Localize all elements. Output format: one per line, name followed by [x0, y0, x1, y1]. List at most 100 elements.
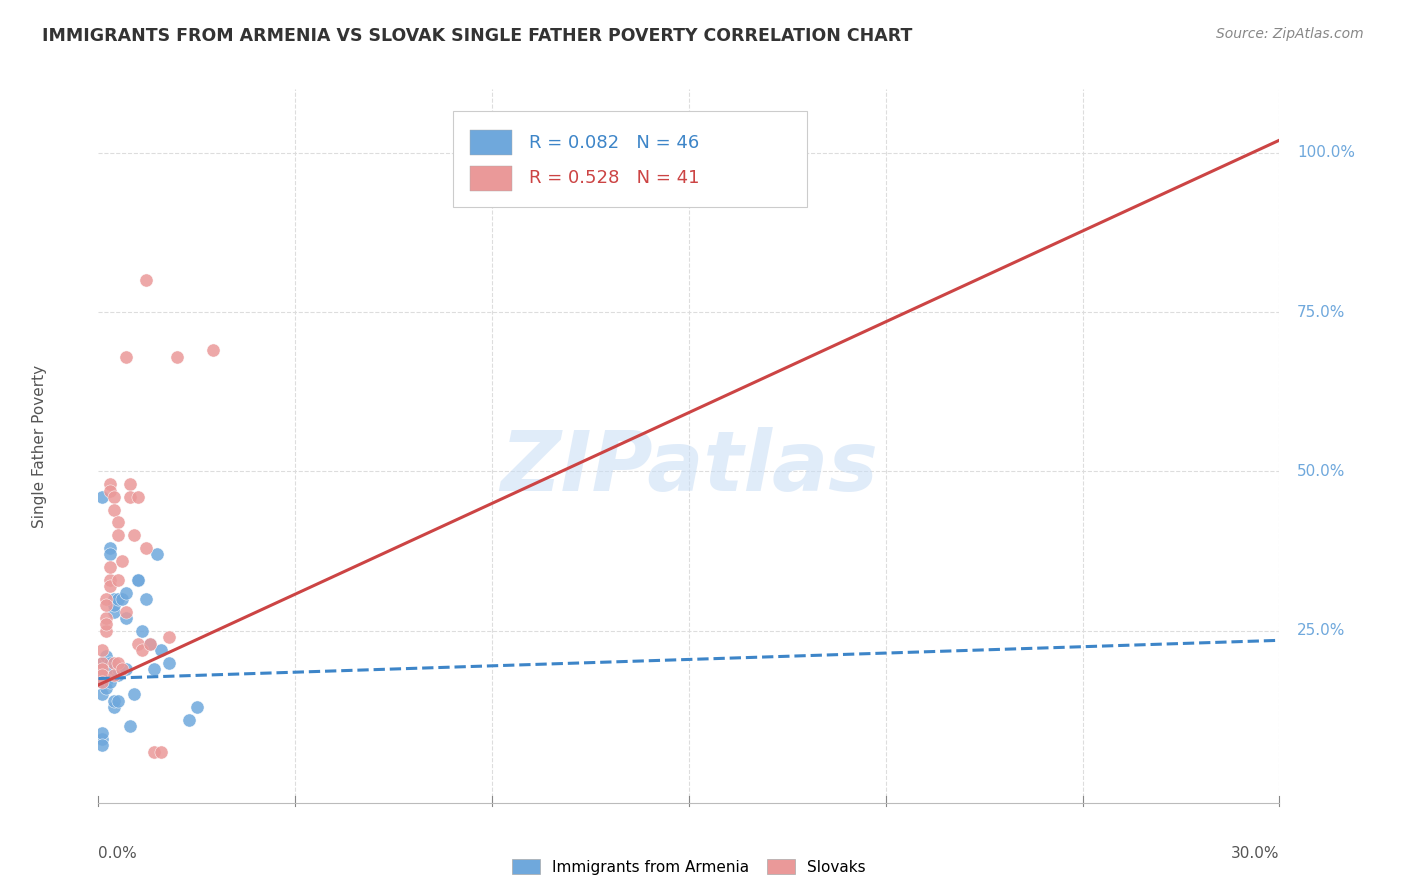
Text: 30.0%: 30.0% [1232, 846, 1279, 861]
Text: Single Father Poverty: Single Father Poverty [32, 365, 46, 527]
Point [131, 624, 153, 638]
FancyBboxPatch shape [471, 166, 512, 191]
Point [96, 624, 118, 638]
Point [103, 605, 125, 619]
Point [103, 700, 125, 714]
Point [201, 343, 224, 358]
Point [96, 649, 118, 664]
Point [103, 662, 125, 676]
Point [98, 579, 121, 593]
Point [96, 681, 118, 695]
Point [127, 636, 149, 650]
Text: 25.0%: 25.0% [1298, 624, 1346, 639]
Point [96, 662, 118, 676]
Point [107, 694, 129, 708]
Point [107, 668, 129, 682]
Point [103, 490, 125, 504]
Point [91, 668, 114, 682]
Point [98, 547, 121, 561]
Point [98, 656, 121, 670]
Point [91, 674, 114, 689]
Point [91, 656, 114, 670]
Text: Source: ZipAtlas.com: Source: ZipAtlas.com [1216, 27, 1364, 41]
Point [138, 636, 160, 650]
Point [91, 725, 114, 739]
Point [115, 605, 138, 619]
Point [96, 611, 118, 625]
Point [186, 700, 208, 714]
Point [146, 547, 169, 561]
Legend: Immigrants from Armenia, Slovaks: Immigrants from Armenia, Slovaks [506, 853, 872, 880]
Point [135, 273, 157, 287]
Point [131, 643, 153, 657]
Point [157, 656, 180, 670]
Point [118, 490, 141, 504]
Point [115, 350, 138, 364]
Point [142, 662, 165, 676]
FancyBboxPatch shape [471, 130, 512, 155]
Point [91, 674, 114, 689]
Point [142, 745, 165, 759]
Point [111, 554, 134, 568]
Point [103, 599, 125, 613]
Point [118, 477, 141, 491]
Point [115, 585, 138, 599]
Point [91, 688, 114, 702]
Point [115, 611, 138, 625]
Point [96, 617, 118, 632]
Point [103, 591, 125, 606]
Point [98, 477, 121, 491]
Text: 100.0%: 100.0% [1298, 145, 1355, 161]
Text: R = 0.082   N = 46: R = 0.082 N = 46 [530, 134, 700, 152]
Point [103, 656, 125, 670]
Point [91, 662, 114, 676]
Point [98, 483, 121, 498]
Point [103, 694, 125, 708]
Point [166, 350, 188, 364]
Point [127, 573, 149, 587]
Point [103, 668, 125, 682]
Point [98, 541, 121, 555]
Text: R = 0.528   N = 41: R = 0.528 N = 41 [530, 169, 700, 187]
Point [91, 490, 114, 504]
Point [98, 560, 121, 574]
Point [111, 591, 134, 606]
Point [127, 490, 149, 504]
Point [96, 599, 118, 613]
Point [96, 674, 118, 689]
Text: IMMIGRANTS FROM ARMENIA VS SLOVAK SINGLE FATHER POVERTY CORRELATION CHART: IMMIGRANTS FROM ARMENIA VS SLOVAK SINGLE… [42, 27, 912, 45]
Point [177, 713, 200, 727]
Point [157, 630, 180, 644]
Point [135, 591, 157, 606]
Point [103, 502, 125, 516]
Text: 50.0%: 50.0% [1298, 464, 1346, 479]
Point [107, 656, 129, 670]
Point [127, 573, 149, 587]
Point [107, 516, 129, 530]
Point [96, 591, 118, 606]
Text: ZIPatlas: ZIPatlas [501, 427, 877, 508]
Point [122, 528, 145, 542]
Point [98, 573, 121, 587]
Point [91, 656, 114, 670]
Point [98, 674, 121, 689]
Point [91, 739, 114, 753]
Text: 75.0%: 75.0% [1298, 305, 1346, 319]
Point [91, 643, 114, 657]
Point [111, 662, 134, 676]
Point [96, 668, 118, 682]
Point [91, 668, 114, 682]
Point [98, 662, 121, 676]
Point [91, 732, 114, 747]
Point [115, 662, 138, 676]
Point [91, 662, 114, 676]
Point [118, 719, 141, 733]
Point [107, 528, 129, 542]
Point [107, 573, 129, 587]
Point [150, 745, 173, 759]
Point [150, 643, 173, 657]
Point [107, 591, 129, 606]
Point [135, 541, 157, 555]
Point [122, 688, 145, 702]
FancyBboxPatch shape [453, 111, 807, 207]
